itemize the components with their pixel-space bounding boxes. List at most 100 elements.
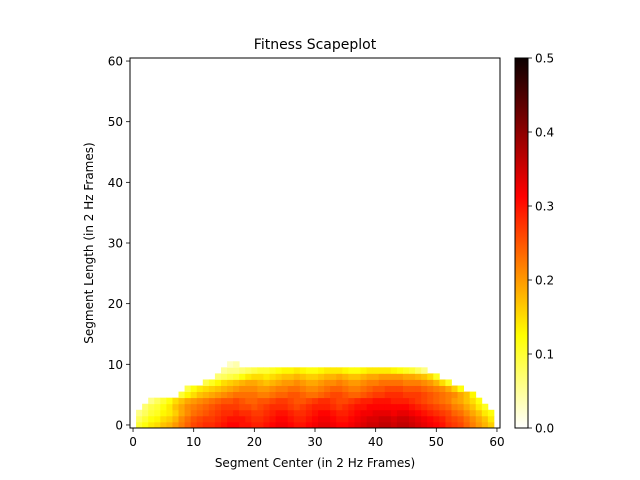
heatmap-cell	[427, 409, 434, 417]
heatmap-cell	[342, 385, 349, 393]
heatmap-cell	[184, 397, 192, 405]
heatmap-cell	[251, 403, 258, 411]
heatmap-cell	[311, 409, 319, 417]
heatmap-cell	[269, 409, 276, 417]
heatmap-cell	[372, 409, 380, 417]
heatmap-cell	[421, 367, 428, 374]
heatmap-cell	[372, 373, 380, 380]
heatmap-cell	[305, 415, 313, 423]
heatmap-cell	[421, 379, 428, 386]
heatmap-cell	[299, 421, 307, 429]
heatmap-cell	[409, 403, 416, 411]
heatmap-cell	[305, 379, 313, 386]
heatmap-cell	[469, 403, 477, 411]
heatmap-cell	[142, 415, 149, 423]
heatmap-cell	[239, 421, 246, 429]
heatmap-cell	[227, 385, 234, 393]
heatmap-cell	[263, 379, 270, 386]
heatmap-cell	[366, 367, 374, 374]
heatmap-cell	[457, 397, 465, 405]
heatmap-cell	[396, 385, 404, 393]
heatmap-cell	[481, 415, 489, 423]
heatmap-cell	[220, 403, 228, 411]
y-tick-label: 10	[108, 358, 123, 372]
heatmap-cell	[481, 421, 489, 429]
heatmap-cell	[166, 397, 173, 405]
heatmap-cell	[402, 403, 410, 411]
heatmap-cell	[354, 385, 361, 393]
heatmap-cell	[366, 373, 374, 380]
heatmap-cell	[293, 373, 301, 380]
heatmap-cell	[469, 397, 477, 405]
heatmap-cell	[318, 379, 325, 386]
heatmap-cell	[415, 403, 422, 411]
heatmap-cell	[415, 391, 422, 399]
heatmap-cell	[390, 409, 398, 417]
heatmap-cell	[293, 415, 301, 423]
heatmap-cell	[287, 421, 295, 429]
heatmap-cell	[360, 403, 367, 411]
heatmap-cell	[384, 379, 392, 386]
heatmap-cell	[281, 403, 289, 411]
heatmap-cell	[166, 421, 173, 429]
heatmap-cell	[475, 415, 483, 423]
heatmap-cell	[354, 409, 361, 417]
heatmap-cell	[324, 403, 331, 411]
heatmap-cell	[451, 421, 458, 429]
heatmap-cell	[415, 373, 422, 380]
heatmap-cell	[409, 385, 416, 393]
heatmap-cell	[299, 409, 307, 417]
heatmap-cell	[457, 409, 465, 417]
heatmap-cell	[245, 373, 252, 380]
heatmap-cell	[269, 367, 276, 374]
heatmap-cell	[457, 403, 465, 411]
heatmap-cell	[214, 373, 222, 380]
heatmap-cell	[378, 391, 386, 399]
heatmap-cell	[257, 391, 264, 399]
heatmap-cell	[208, 385, 216, 393]
heatmap-cell	[220, 421, 228, 429]
heatmap-cell	[251, 397, 258, 405]
heatmap-cell	[299, 385, 307, 393]
heatmap-cell	[390, 403, 398, 411]
heatmap-cell	[263, 409, 270, 417]
heatmap-cell	[245, 421, 252, 429]
y-tick-label: 0	[115, 418, 123, 432]
heatmap-cell	[287, 385, 295, 393]
x-tick-label: 50	[429, 435, 444, 449]
heatmap-cell	[214, 379, 222, 386]
heatmap-cell	[330, 397, 337, 405]
heatmap-cell	[227, 373, 234, 380]
heatmap-cell	[445, 403, 452, 411]
heatmap-cell	[360, 367, 367, 374]
heatmap-cell	[245, 403, 252, 411]
heatmap-cell	[336, 385, 343, 393]
heatmap-cell	[269, 421, 276, 429]
heatmap-cell	[360, 385, 367, 393]
heatmap-cell	[396, 373, 404, 380]
heatmap-cell	[172, 403, 179, 411]
heatmap-cell	[281, 397, 289, 405]
heatmap-cell	[372, 421, 380, 429]
heatmap-cell	[342, 373, 349, 380]
heatmap-cell	[336, 409, 343, 417]
heatmap-cell	[281, 415, 289, 423]
heatmap-cell	[475, 421, 483, 429]
heatmap-cell	[275, 373, 283, 380]
heatmap-cell	[251, 415, 258, 423]
heatmap-cell	[336, 421, 343, 429]
heatmap-cell	[311, 367, 319, 374]
heatmap-cell	[324, 373, 331, 380]
heatmap-cell	[396, 415, 404, 423]
heatmap-cell	[214, 385, 222, 393]
heatmap-cell	[233, 373, 240, 380]
heatmap-cell	[366, 421, 374, 429]
heatmap-cell	[360, 409, 367, 417]
x-tick-label: 0	[129, 435, 137, 449]
heatmap-cell	[311, 391, 319, 399]
heatmap-cell	[184, 391, 192, 399]
heatmap-cell	[251, 379, 258, 386]
heatmap-cell	[324, 397, 331, 405]
heatmap-cell	[445, 385, 452, 393]
heatmap-cell	[263, 367, 270, 374]
